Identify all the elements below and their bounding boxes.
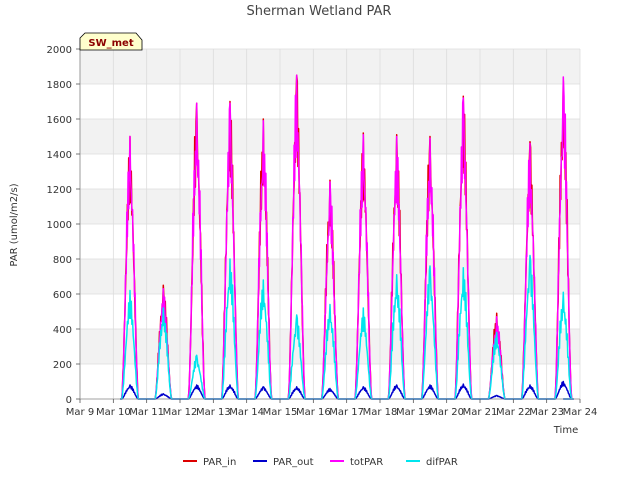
y-tick-label: 600 bbox=[53, 290, 72, 301]
y-tick-label: 400 bbox=[53, 325, 72, 336]
x-axis-label: Time bbox=[553, 425, 578, 436]
legend-label: PAR_in bbox=[203, 457, 236, 468]
y-tick-label: 200 bbox=[53, 360, 72, 371]
legend-label: totPAR bbox=[350, 457, 383, 468]
legend-label: PAR_out bbox=[273, 457, 314, 468]
legend-item-difPAR: difPAR bbox=[406, 457, 458, 468]
x-tick-label: Mar 23 bbox=[529, 407, 564, 418]
chart-title: Sherman Wetland PAR bbox=[247, 4, 392, 19]
grid-band bbox=[80, 119, 580, 154]
x-tick-label: Mar 13 bbox=[196, 407, 231, 418]
y-tick-label: 1000 bbox=[47, 220, 72, 231]
x-tick-label: Mar 9 bbox=[66, 407, 94, 418]
badge-box bbox=[79, 32, 143, 51]
y-tick-label: 1800 bbox=[47, 80, 72, 91]
legend: PAR_in PAR_out totPAR difPAR bbox=[183, 457, 458, 468]
station-badge: SW_met bbox=[79, 32, 143, 51]
legend-label: difPAR bbox=[426, 457, 458, 468]
axes: 0 200 400 600 800 1000 1200 1400 1600 1800 2000 Mar… bbox=[47, 45, 598, 418]
x-tick-label: Mar 20 bbox=[429, 407, 464, 418]
x-tick-label: Mar 15 bbox=[263, 407, 298, 418]
y-tick-label: 1200 bbox=[47, 185, 72, 196]
legend-item-PAR_in: PAR_in bbox=[183, 457, 236, 468]
x-tick-label: Mar 18 bbox=[363, 407, 398, 418]
y-tick-label: 1600 bbox=[47, 115, 72, 126]
y-tick-label: 2000 bbox=[47, 45, 72, 56]
legend-item-totPAR: totPAR bbox=[330, 457, 383, 468]
x-tick-label: Mar 24 bbox=[563, 407, 598, 418]
grid-band bbox=[80, 329, 580, 364]
badge-label: SW_met bbox=[88, 38, 133, 49]
y-tick-label: 0 bbox=[66, 395, 72, 406]
x-tick-label: Mar 14 bbox=[229, 407, 264, 418]
y-tick-label: 1400 bbox=[47, 150, 72, 161]
x-tick-label: Mar 16 bbox=[296, 407, 331, 418]
x-tick-label: Mar 17 bbox=[329, 407, 364, 418]
x-tick-label: Mar 19 bbox=[396, 407, 431, 418]
y-axis-label: PAR (umol/m2/s) bbox=[9, 183, 20, 266]
grid-band bbox=[80, 259, 580, 294]
x-tick-label: Mar 12 bbox=[163, 407, 198, 418]
grid-band bbox=[80, 49, 580, 84]
x-tick-label: Mar 22 bbox=[496, 407, 531, 418]
x-tick-label: Mar 21 bbox=[463, 407, 498, 418]
x-tick-label: Mar 11 bbox=[129, 407, 164, 418]
y-tick-label: 800 bbox=[53, 255, 72, 266]
x-tick-label: Mar 10 bbox=[96, 407, 131, 418]
legend-item-PAR_out: PAR_out bbox=[253, 457, 314, 468]
